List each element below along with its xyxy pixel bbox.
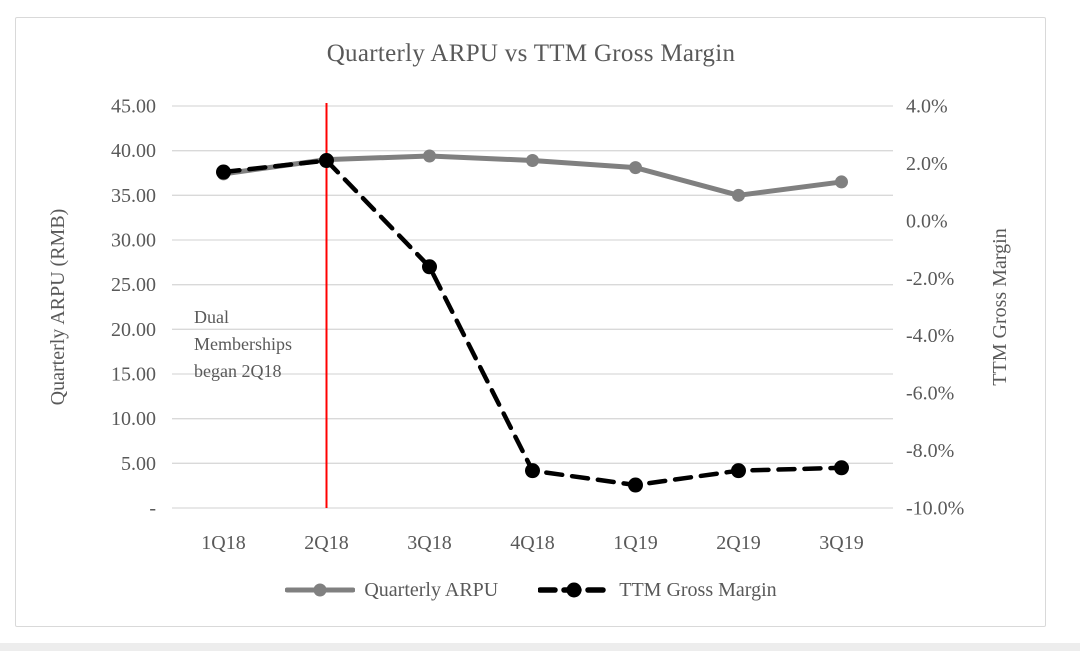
arpu-data-point (423, 149, 436, 163)
left-axis-tick-label: - (149, 498, 156, 520)
legend-label-quarterly-arpu: Quarterly ARPU (364, 578, 499, 601)
right-axis-tick-label: -4.0% (906, 325, 954, 347)
left-axis-tick-label: 35.00 (111, 185, 156, 207)
right-axis-tick-label: -6.0% (906, 383, 954, 405)
gm-data-point (216, 164, 231, 180)
left-axis-tick-label: 45.00 (111, 96, 156, 118)
left-axis-tick-label: 5.00 (121, 453, 156, 475)
chart-title: Quarterly ARPU vs TTM Gross Margin (326, 40, 736, 67)
arpu-data-point (732, 188, 745, 202)
left-axis-tick-label: 10.00 (111, 408, 156, 430)
right-axis-tick-label: -10.0% (906, 498, 964, 520)
annotation-text-line: Memberships (194, 334, 292, 354)
gm-data-point (525, 463, 540, 479)
left-axis-tick-label: 15.00 (111, 364, 156, 386)
x-axis-tick-label: 3Q19 (819, 532, 863, 554)
left-axis-tick-label: 20.00 (111, 319, 156, 341)
right-axis-tick-label: -8.0% (906, 440, 954, 462)
gm-dashed-line-sample-icon (538, 582, 611, 598)
legend-label-ttm-gross-margin: TTM Gross Margin (619, 578, 777, 601)
annotation-text-line: began 2Q18 (194, 361, 281, 381)
gm-data-point (422, 259, 437, 275)
gm-data-point (834, 460, 849, 476)
x-axis-tick-label: 1Q18 (201, 532, 245, 554)
left-axis-tick-label: 25.00 (111, 274, 156, 296)
chart-legend: Quarterly ARPU TTM Gross Margin (15, 575, 1047, 605)
gm-series-line (221, 158, 844, 488)
right-axis-title: TTM Gross Margin (989, 228, 1011, 385)
x-axis-tick-label: 4Q18 (510, 532, 554, 554)
arpu-line-sample-icon (285, 583, 356, 597)
right-axis-tick-label: 0.0% (906, 210, 948, 232)
x-axis-tick-label: 2Q19 (716, 532, 760, 554)
right-axis-tick-label: -2.0% (906, 268, 954, 290)
arpu-data-point (835, 175, 848, 189)
arpu-data-point (526, 153, 539, 167)
annotation-text-line: Dual (194, 307, 229, 327)
x-axis-tick-label: 1Q19 (613, 532, 657, 554)
right-axis-tick-label: 2.0% (906, 153, 948, 175)
chart-frame (15, 17, 1046, 627)
right-axis-tick-label: 4.0% (906, 96, 948, 118)
legend-item-quarterly-arpu: Quarterly ARPU (285, 579, 498, 602)
left-axis-title: Quarterly ARPU (RMB) (47, 209, 69, 406)
page-bottom-bar (0, 643, 1080, 651)
arpu-data-point (629, 161, 642, 175)
left-axis-tick-label: 30.00 (111, 230, 156, 252)
left-axis-tick-label: 40.00 (111, 140, 156, 162)
legend-item-ttm-gross-margin: TTM Gross Margin (538, 578, 777, 602)
gm-data-point (731, 463, 746, 479)
x-axis-tick-label: 3Q18 (407, 532, 451, 554)
gm-data-point (628, 477, 643, 493)
x-axis-tick-label: 2Q18 (304, 532, 348, 554)
gm-data-point (319, 153, 334, 169)
